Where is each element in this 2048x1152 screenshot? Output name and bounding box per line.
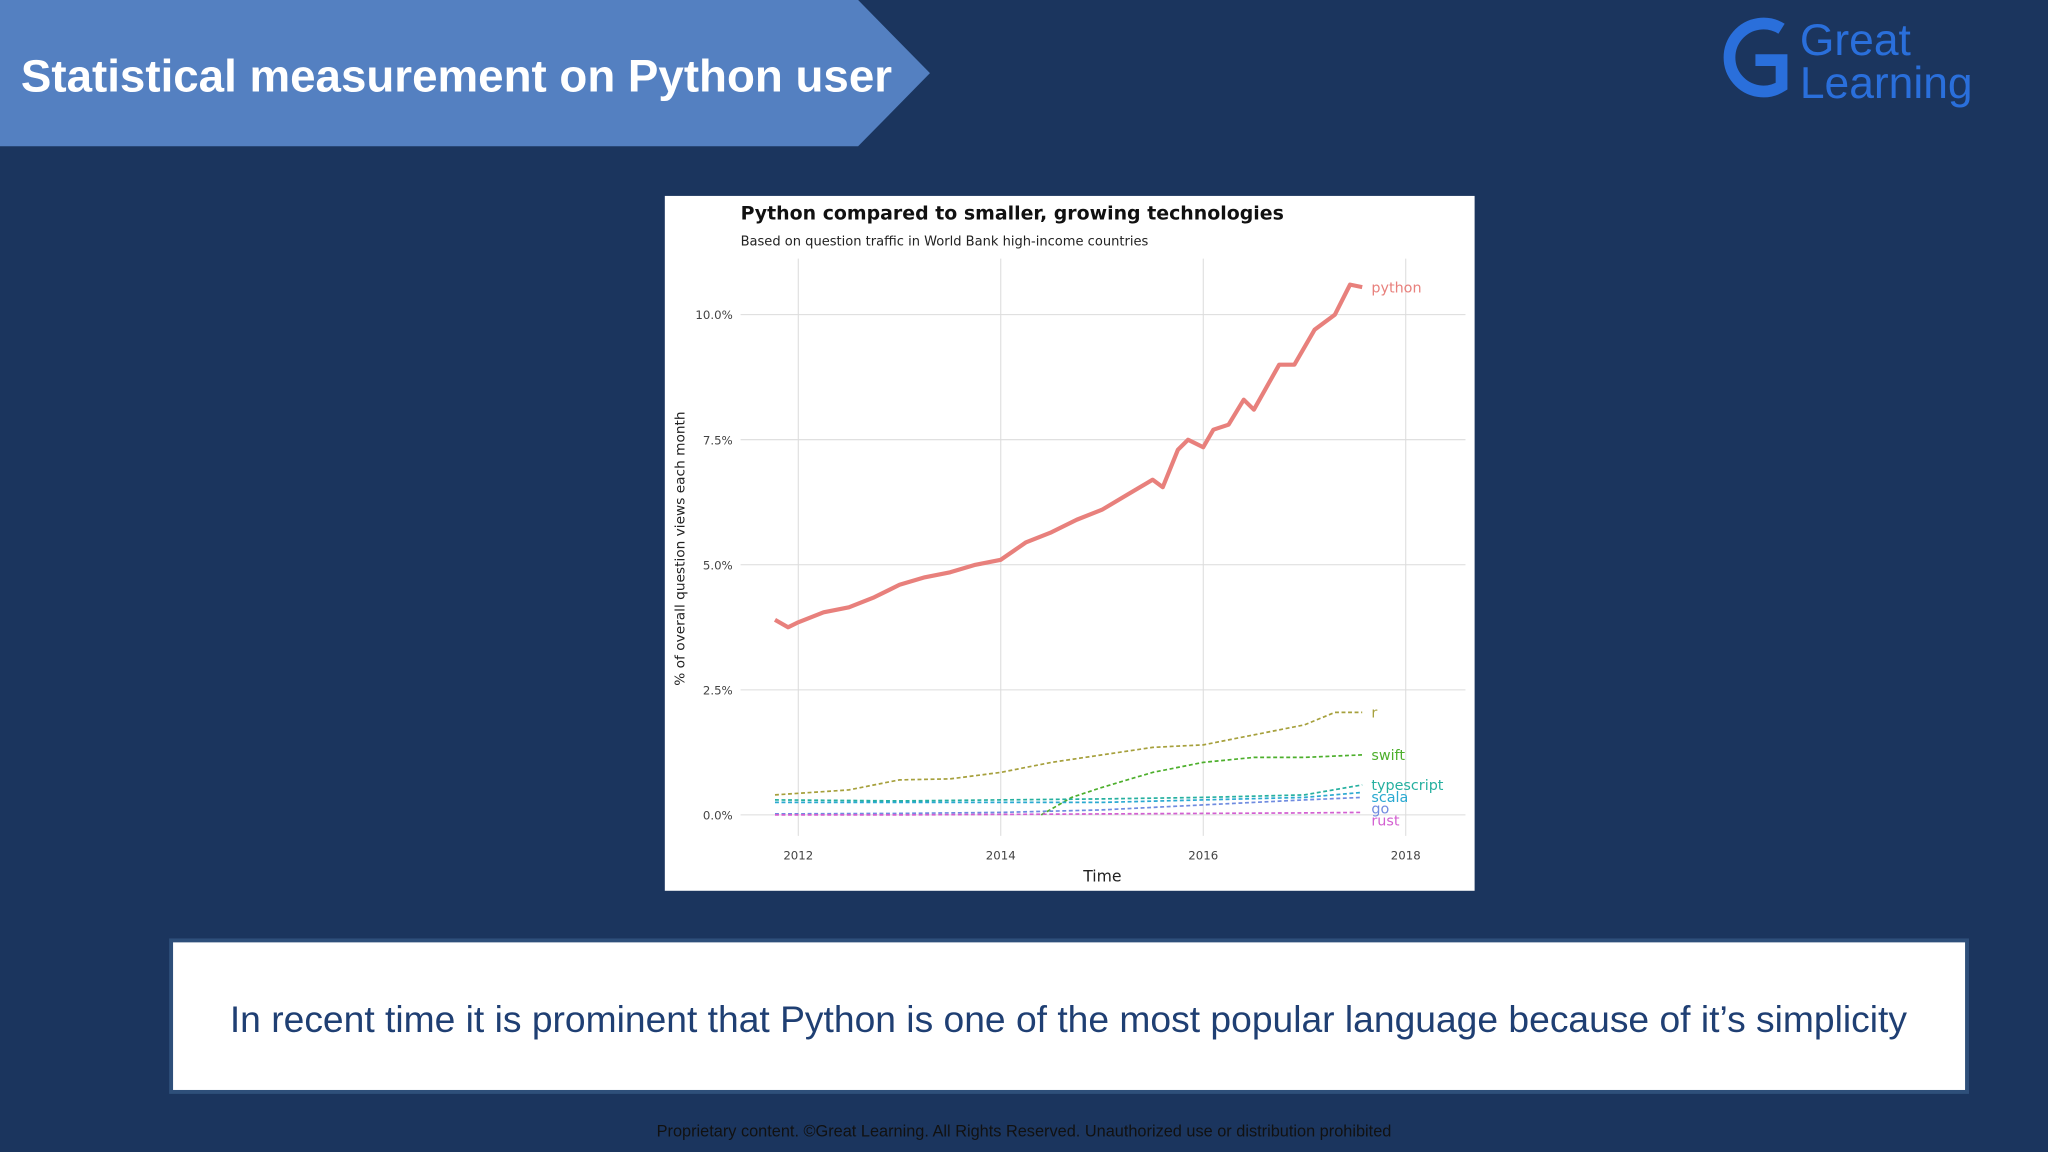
header-banner [0,0,930,147]
series-line [774,784,1363,802]
logo: Great Learning [1723,16,1973,108]
caption-box [169,938,1969,1094]
y-tick-label: 10.0% [695,308,732,322]
series-label: rust [1371,813,1399,829]
series-label: scala [1371,790,1408,806]
series-label: r [1371,706,1377,722]
caption: In recent time it is prominent that Pyth… [230,998,1908,1040]
series-line [774,711,1363,796]
series-line [774,811,1363,816]
series-line [774,796,1363,815]
series-label: go [1371,802,1389,818]
plot: 0.0% 2.5% 5.0% 7.5% 10.0% 2012 2014 2016 2018 pyt… [695,258,1466,862]
logo-mark [1723,17,1788,98]
x-tick-label: 2012 [783,848,813,862]
y-tick-label: 2.5% [703,683,733,697]
chart-panel [664,195,1475,891]
y-tick-label: 0.0% [703,808,733,822]
chart-title: Python compared to smaller, growing tech… [741,202,1284,224]
chart-subtitle: Based on question traffic in World Bank … [741,235,1149,250]
series-line [773,282,1363,630]
y-tick-label: 7.5% [703,433,733,447]
y-tick-label: 5.0% [703,558,733,572]
footer: Proprietary content. ©Great Learning. Al… [657,1122,1392,1140]
x-axis-label: Time [1082,867,1121,886]
series-line [774,791,1363,804]
header-title: Statistical measurement on Python user [21,50,892,101]
series-label: python [1371,280,1421,296]
x-tick-label: 2014 [986,848,1016,862]
series-label: typescript [1371,778,1443,794]
series-label: swift [1371,748,1405,764]
x-tick-label: 2018 [1391,848,1421,862]
logo-text: Learning [1800,59,1973,108]
x-tick-label: 2016 [1188,848,1218,862]
series-line [1040,754,1363,816]
y-axis-label: % of overall question views each month [672,411,688,685]
logo-text: Great [1800,16,1912,65]
